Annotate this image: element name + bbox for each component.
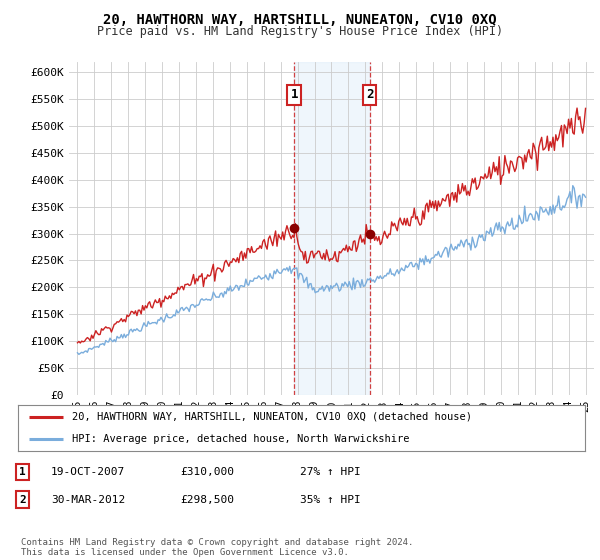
Text: 19-OCT-2007: 19-OCT-2007 (51, 467, 125, 477)
Text: 20, HAWTHORN WAY, HARTSHILL, NUNEATON, CV10 0XQ: 20, HAWTHORN WAY, HARTSHILL, NUNEATON, C… (103, 13, 497, 27)
Bar (294, 62, 370, 395)
Text: 1: 1 (19, 467, 26, 477)
Text: 35% ↑ HPI: 35% ↑ HPI (300, 494, 361, 505)
Text: HPI: Average price, detached house, North Warwickshire: HPI: Average price, detached house, Nort… (72, 434, 409, 444)
Text: £310,000: £310,000 (180, 467, 234, 477)
Text: 1: 1 (290, 88, 298, 101)
Text: 2: 2 (366, 88, 373, 101)
Text: Price paid vs. HM Land Registry's House Price Index (HPI): Price paid vs. HM Land Registry's House … (97, 25, 503, 38)
Text: 27% ↑ HPI: 27% ↑ HPI (300, 467, 361, 477)
Text: 30-MAR-2012: 30-MAR-2012 (51, 494, 125, 505)
Text: Contains HM Land Registry data © Crown copyright and database right 2024.
This d: Contains HM Land Registry data © Crown c… (21, 538, 413, 557)
Text: 20, HAWTHORN WAY, HARTSHILL, NUNEATON, CV10 0XQ (detached house): 20, HAWTHORN WAY, HARTSHILL, NUNEATON, C… (72, 412, 472, 422)
Text: 2: 2 (19, 494, 26, 505)
Text: £298,500: £298,500 (180, 494, 234, 505)
